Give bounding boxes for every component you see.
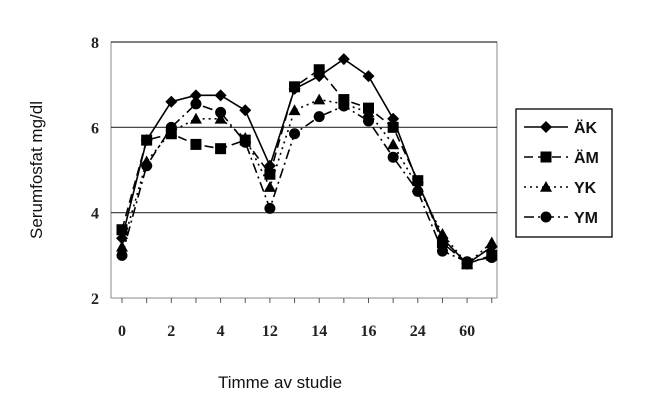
data-point-ym — [412, 185, 424, 197]
y-tick-label: 4 — [91, 206, 99, 223]
data-point-ym — [165, 121, 177, 133]
data-point-yk — [263, 181, 276, 192]
legend-marker-äk — [540, 121, 552, 133]
legend-marker-yk — [540, 181, 552, 192]
data-point-äm — [436, 237, 448, 249]
data-point-äk — [116, 232, 128, 245]
y-tick-label: 8 — [91, 35, 99, 52]
legend: ÄK ÄM YK YM — [515, 108, 613, 238]
legend-label-äk: ÄK — [574, 119, 598, 137]
x-tick-label: 16 — [361, 323, 377, 340]
data-point-ym — [338, 100, 350, 112]
data-point-äm — [141, 134, 153, 146]
x-tick-label: 12 — [262, 323, 278, 340]
data-point-yk — [436, 228, 449, 239]
legend-label-äm: ÄM — [574, 149, 599, 167]
data-point-äk — [189, 89, 202, 102]
data-point-yk — [387, 138, 400, 150]
y-tick-label: 6 — [91, 120, 99, 137]
data-point-ym — [141, 160, 153, 172]
data-point-yk — [485, 236, 498, 248]
data-point-ym — [387, 151, 399, 163]
data-point-ym — [436, 245, 448, 257]
data-point-äm — [264, 168, 276, 180]
data-point-yk — [116, 240, 128, 252]
series-line-yk — [121, 98, 493, 266]
data-point-äm — [289, 81, 301, 93]
y-tick-label: 2 — [91, 291, 99, 308]
series-ym — [116, 98, 498, 268]
data-point-yk — [362, 106, 375, 118]
data-point-ym — [264, 202, 276, 214]
x-axis-ticks: 0 2 4 12 14 16 24 60 — [118, 298, 493, 340]
legend-label-yk: YK — [574, 180, 597, 197]
data-point-äk — [165, 95, 178, 108]
y-axis-label: Serumfosfat mg/dl — [27, 101, 46, 239]
data-point-ym — [215, 106, 227, 118]
x-tick-label: 4 — [217, 323, 225, 340]
data-point-ym — [486, 251, 498, 263]
data-point-ym — [289, 128, 301, 140]
x-tick-label: 14 — [311, 323, 327, 340]
data-point-äk — [362, 70, 375, 83]
data-point-yk — [313, 93, 326, 105]
data-point-ym — [313, 111, 325, 123]
data-point-äm — [215, 143, 227, 155]
x-axis-label: Timme av studie — [218, 373, 342, 392]
series-line-ym — [121, 102, 492, 263]
data-point-ym — [363, 115, 374, 127]
data-point-äm — [313, 64, 325, 76]
data-point-yk — [189, 112, 202, 124]
legend-label-ym: YM — [574, 210, 598, 227]
data-point-ym — [116, 249, 128, 261]
x-tick-label: 24 — [410, 323, 426, 340]
data-point-äk — [387, 112, 400, 125]
x-tick-label: 2 — [167, 323, 175, 340]
legend-marker-ym — [540, 211, 552, 223]
data-point-yk — [214, 112, 227, 124]
data-point-ym — [461, 256, 473, 268]
legend-marker-äm — [540, 151, 552, 163]
legend-items: ÄK ÄM YK YM — [524, 119, 599, 227]
data-point-äk — [337, 53, 350, 66]
data-point-äm — [116, 224, 128, 236]
data-point-äk — [214, 89, 227, 102]
data-point-ym — [239, 136, 251, 148]
x-tick-label: 60 — [459, 323, 475, 340]
data-point-äk — [239, 104, 252, 117]
data-point-äm — [190, 138, 202, 150]
y-axis-ticks: 2 4 6 8 — [91, 35, 99, 308]
series-group — [116, 53, 498, 270]
data-point-yk — [288, 104, 301, 116]
data-point-äm — [412, 175, 424, 187]
data-point-äm — [387, 121, 399, 133]
x-tick-label: 0 — [118, 323, 126, 340]
data-point-ym — [190, 98, 202, 110]
data-point-äk — [263, 159, 276, 172]
legend-box — [515, 108, 613, 238]
